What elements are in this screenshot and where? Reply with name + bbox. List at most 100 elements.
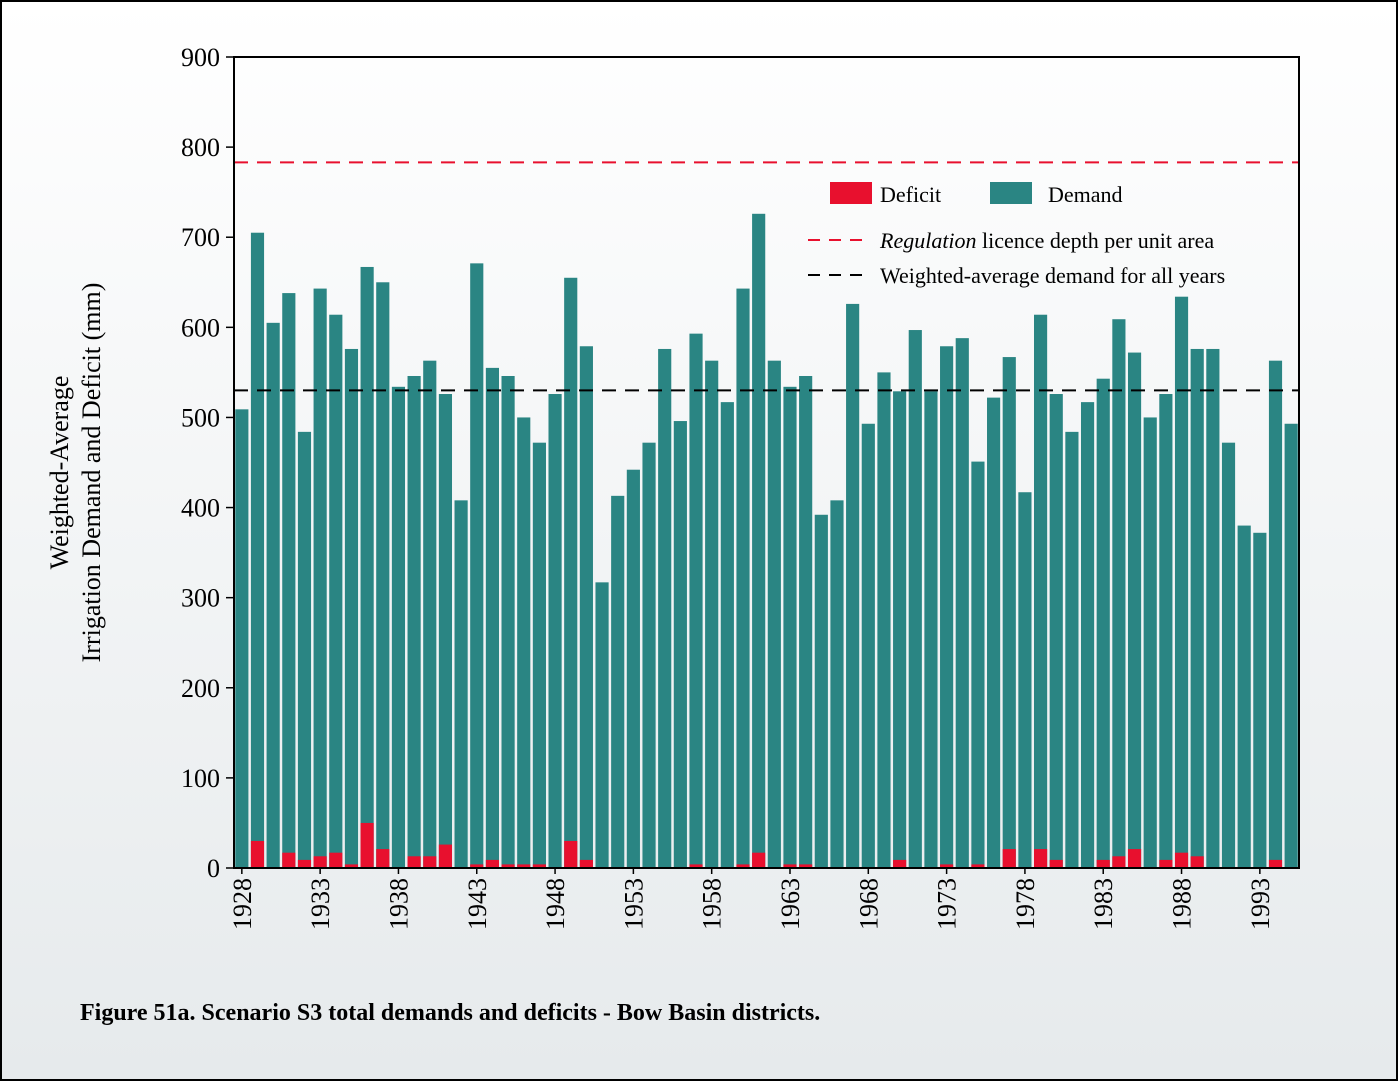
bar	[1190, 348, 1204, 869]
bar	[1127, 849, 1142, 868]
bar	[1159, 859, 1173, 868]
bar	[1065, 431, 1079, 868]
legend-label: Deficit	[880, 182, 941, 207]
x-tick-label: 1938	[384, 878, 413, 930]
bar	[329, 314, 343, 868]
bar	[470, 263, 484, 868]
bar	[877, 372, 891, 868]
bar	[705, 360, 719, 868]
bar	[564, 840, 578, 868]
bar	[1034, 314, 1048, 868]
bar	[376, 849, 390, 868]
bar	[830, 500, 844, 868]
legend-swatch	[830, 182, 872, 204]
bar	[360, 266, 374, 869]
bar	[1206, 348, 1220, 869]
bar	[1080, 402, 1095, 868]
bar	[626, 469, 640, 868]
y-tick-label: 300	[181, 584, 220, 613]
bar	[955, 338, 969, 868]
bar	[407, 375, 421, 868]
bar	[1159, 394, 1173, 868]
bar	[532, 864, 546, 868]
bar	[438, 394, 453, 868]
x-tick-label: 1933	[306, 878, 335, 930]
bar	[689, 333, 703, 868]
bar	[1049, 859, 1063, 868]
bar	[423, 360, 437, 868]
legend-label: Regulation licence depth per unit area	[879, 228, 1214, 253]
bar	[1268, 360, 1283, 868]
bar	[501, 375, 515, 868]
bar	[861, 423, 875, 868]
bar	[736, 864, 750, 868]
bar	[250, 840, 265, 868]
bar	[736, 288, 750, 868]
caption: Figure 51a. Scenario S3 total demands an…	[80, 1000, 820, 1026]
bar	[313, 856, 327, 868]
y-tick-label: 400	[181, 494, 220, 523]
bar	[1096, 378, 1110, 868]
bar	[282, 293, 296, 868]
bar	[940, 864, 954, 868]
bar	[752, 852, 766, 868]
x-tick-label: 1958	[698, 878, 727, 930]
bar	[1284, 423, 1298, 868]
bar	[438, 844, 453, 868]
bar	[673, 421, 687, 868]
y-tick-label: 800	[181, 133, 220, 162]
bar	[485, 367, 499, 868]
bar	[940, 346, 954, 868]
x-tick-label: 1968	[854, 878, 883, 930]
bar	[924, 391, 938, 868]
bar	[548, 394, 562, 868]
bar	[1221, 442, 1236, 868]
legend-swatch	[990, 182, 1032, 204]
bar	[971, 461, 985, 868]
bar	[987, 397, 1001, 868]
bar	[517, 417, 531, 868]
bar	[814, 514, 828, 868]
bar	[1112, 319, 1126, 868]
bar	[517, 864, 531, 868]
x-tick-label: 1928	[228, 878, 257, 930]
bar	[1174, 852, 1189, 868]
bar	[282, 852, 296, 868]
bar	[752, 213, 766, 868]
x-tick-label: 1943	[463, 878, 492, 930]
bar	[689, 864, 703, 868]
bar	[783, 386, 797, 868]
bar	[1049, 394, 1063, 868]
y-axis-label: Irrigation Demand and Deficit (mm)	[77, 283, 106, 663]
bar	[1034, 849, 1048, 868]
bar	[1237, 525, 1251, 868]
legend-label: Weighted-average demand for all years	[880, 263, 1225, 288]
x-tick-label: 1948	[541, 878, 570, 930]
bar	[344, 864, 359, 868]
bar	[579, 346, 593, 868]
bar	[893, 391, 907, 868]
bar	[1018, 492, 1032, 868]
bar	[658, 348, 672, 869]
x-tick-label: 1993	[1246, 878, 1275, 930]
bar	[485, 859, 499, 868]
y-tick-label: 100	[181, 764, 220, 793]
bar	[893, 859, 907, 868]
bar	[1112, 856, 1126, 868]
bar	[1253, 532, 1267, 868]
bar	[564, 277, 578, 868]
bar	[908, 330, 922, 869]
bar	[1174, 296, 1189, 868]
bar	[971, 864, 985, 868]
y-tick-label: 600	[181, 313, 220, 342]
bar	[532, 442, 546, 868]
bar	[1002, 357, 1016, 868]
bar	[250, 232, 265, 868]
y-axis-label: Weighted-Average	[45, 376, 74, 570]
bar	[454, 500, 468, 868]
bar	[1190, 856, 1204, 868]
bar	[266, 322, 280, 869]
bar	[470, 864, 484, 868]
